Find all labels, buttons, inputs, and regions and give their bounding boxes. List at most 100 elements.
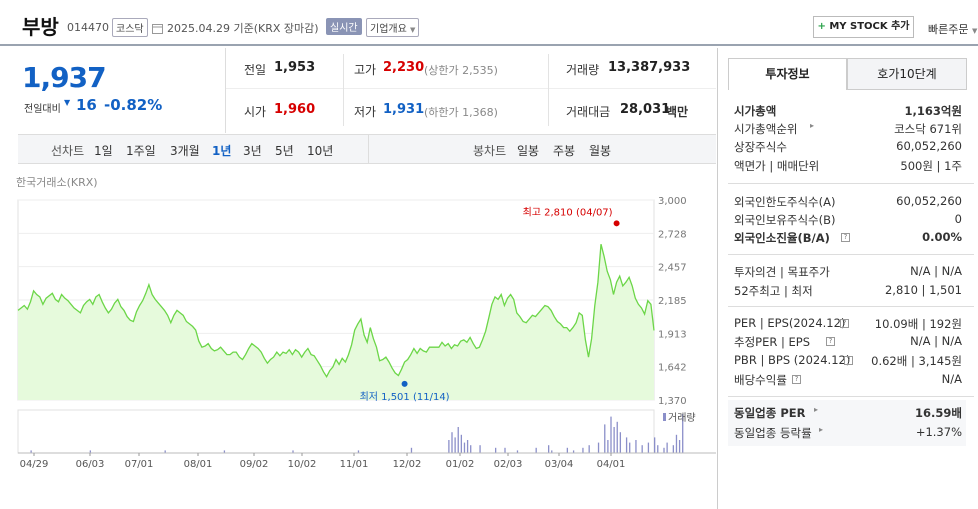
par-value: 500원 | 1주 bbox=[900, 159, 962, 173]
volume-bar bbox=[470, 445, 472, 453]
company-info-label: 기업개요 bbox=[370, 24, 407, 35]
tab-1w[interactable]: 1주일 bbox=[126, 144, 156, 158]
volume-bar bbox=[625, 437, 628, 453]
volume-bar bbox=[357, 450, 360, 453]
market-cap-rank-label: 시가총액순위 bbox=[734, 122, 798, 136]
sector-per-row[interactable]: 동일업종 PER ▸ 16.59배 bbox=[734, 405, 962, 423]
y-tick-label: 2,185 bbox=[658, 296, 687, 307]
open-value: 1,960 bbox=[274, 102, 316, 117]
est-per-label: 추정PER | EPS bbox=[734, 335, 811, 349]
caret-right-icon: ▸ bbox=[819, 425, 824, 434]
my-stock-add-button[interactable]: + MY STOCK 추가 bbox=[813, 16, 914, 38]
volume-bar bbox=[451, 432, 453, 453]
volume-bar bbox=[682, 414, 684, 453]
shares-row: 상장주식수 60,052,260 bbox=[734, 139, 962, 157]
shares-label: 상장주식수 bbox=[734, 140, 787, 154]
sector-per-label: 동일업종 PER bbox=[734, 406, 806, 420]
foreign-rate-label: 외국인소진율(B/A) bbox=[734, 231, 830, 245]
volume-bar bbox=[616, 421, 618, 453]
volume-bar bbox=[635, 440, 637, 453]
chart-source: 한국거래소(KRX) bbox=[16, 176, 98, 189]
high-label: 고가 bbox=[354, 63, 377, 77]
y-tick-label: 3,000 bbox=[658, 196, 687, 207]
volume-label: 거래량 bbox=[566, 63, 600, 77]
help-icon[interactable]: ? bbox=[792, 375, 801, 384]
tab-3y[interactable]: 3년 bbox=[243, 144, 262, 158]
per-label: PER | EPS(2024.12) bbox=[734, 316, 846, 330]
price-line bbox=[17, 244, 655, 378]
foreign-hold-value: 0 bbox=[954, 212, 962, 226]
x-tick-label: 07/01 bbox=[125, 459, 154, 470]
volume-bar bbox=[410, 447, 413, 453]
volume-bar bbox=[607, 440, 609, 453]
opinion-row: 투자의견 | 목표주가 N/A | N/A bbox=[734, 264, 962, 282]
help-icon[interactable]: ? bbox=[840, 319, 849, 328]
section-divider bbox=[728, 396, 974, 397]
volume-bar bbox=[535, 447, 537, 453]
sector-box bbox=[728, 400, 966, 446]
volume-bar bbox=[551, 450, 553, 453]
tab-3m[interactable]: 3개월 bbox=[170, 144, 200, 158]
volume-bar bbox=[641, 445, 643, 453]
volume-bar bbox=[504, 447, 506, 453]
foreign-hold-row: 외국인보유주식수(B) 0 bbox=[734, 212, 962, 230]
tab-10y[interactable]: 10년 bbox=[307, 144, 334, 158]
sector-change-row[interactable]: 동일업종 등락률 ▸ +1.37% bbox=[734, 425, 962, 443]
company-info-dropdown[interactable]: 기업개요 ▼ bbox=[366, 18, 420, 37]
down-triangle-icon: ▼ bbox=[64, 98, 71, 107]
open-label: 시가 bbox=[244, 105, 267, 119]
prev-close-value: 1,953 bbox=[274, 60, 316, 75]
volume-bar bbox=[454, 437, 456, 453]
help-icon[interactable]: ? bbox=[844, 356, 853, 365]
help-icon[interactable]: ? bbox=[841, 233, 850, 242]
tab-daily[interactable]: 일봉 bbox=[517, 144, 540, 158]
summary-vline-1 bbox=[343, 54, 344, 126]
tab-1d[interactable]: 1일 bbox=[94, 144, 113, 158]
y-tick-label: 1,913 bbox=[658, 329, 687, 340]
high-label: 최고 2,810 (04/07) bbox=[523, 206, 613, 218]
market-cap-rank-row[interactable]: 시가총액순위 ▸ 코스닥 671위 bbox=[734, 121, 962, 139]
foreign-limit-row: 외국인한도주식수(A) 60,052,260 bbox=[734, 194, 962, 212]
investment-info-panel: 투자정보 호가10단계 시가총액 1,163억원 시가총액순위 ▸ 코스닥 67… bbox=[717, 48, 978, 509]
chart-period-tabs: 선차트 1일 1주일 3개월 1년 3년 5년 10년 봉차트 일봉 주봉 월봉 bbox=[18, 134, 716, 164]
plus-icon: + bbox=[817, 21, 826, 32]
tab-weekly[interactable]: 주봉 bbox=[553, 144, 576, 158]
upper-limit: (상한가 2,535) bbox=[424, 64, 498, 77]
summary-vline-2 bbox=[548, 54, 549, 126]
par-label: 액면가 | 매매단위 bbox=[734, 159, 820, 173]
realtime-badge[interactable]: 실시간 bbox=[326, 18, 362, 35]
tab-order-book[interactable]: 호가10단계 bbox=[847, 58, 967, 90]
candle-chart-label: 봉차트 bbox=[473, 144, 507, 158]
volume-bar bbox=[619, 432, 622, 453]
est-per-value: N/A | N/A bbox=[910, 334, 962, 348]
amount-value: 28,031 bbox=[620, 102, 671, 117]
volume-value: 13,387,933 bbox=[608, 60, 691, 75]
help-icon[interactable]: ? bbox=[826, 337, 835, 346]
volume-bar bbox=[463, 442, 466, 453]
volume-bar bbox=[572, 450, 575, 453]
x-tick-label: 06/03 bbox=[76, 459, 105, 470]
change-label: 전일대비 bbox=[24, 104, 61, 115]
x-tick-label: 09/02 bbox=[240, 459, 269, 470]
tab-5y[interactable]: 5년 bbox=[275, 144, 294, 158]
amount-label: 거래대금 bbox=[566, 105, 611, 119]
tab-monthly[interactable]: 월봉 bbox=[589, 144, 612, 158]
tab-invest-info[interactable]: 투자정보 bbox=[728, 58, 847, 90]
caret-right-icon: ▸ bbox=[814, 405, 819, 414]
x-tick-label: 03/04 bbox=[545, 459, 574, 470]
section-divider bbox=[728, 183, 974, 184]
market-cap-label: 시가총액 bbox=[734, 104, 777, 118]
foreign-limit-value: 60,052,260 bbox=[896, 194, 962, 208]
volume-bar bbox=[597, 442, 600, 453]
y-tick-label: 2,728 bbox=[658, 229, 687, 240]
prev-close-label: 전일 bbox=[244, 63, 267, 77]
x-tick-label: 04/01 bbox=[597, 459, 626, 470]
stock-code: 014470 bbox=[67, 21, 109, 34]
current-price: 1,937 bbox=[22, 61, 107, 94]
volume-bar bbox=[89, 450, 92, 453]
foreign-rate-row: 외국인소진율(B/A) ? 0.00% bbox=[734, 230, 962, 248]
tab-1y[interactable]: 1년 bbox=[212, 144, 232, 158]
price-chart[interactable]: 3,000 2,728 2,457 2,185 1,913 1,642 1,370 최고 2,… bbox=[0, 190, 716, 475]
quick-order-button[interactable]: 빠른주문 ▼ bbox=[928, 21, 977, 37]
volume-bar bbox=[657, 445, 659, 453]
